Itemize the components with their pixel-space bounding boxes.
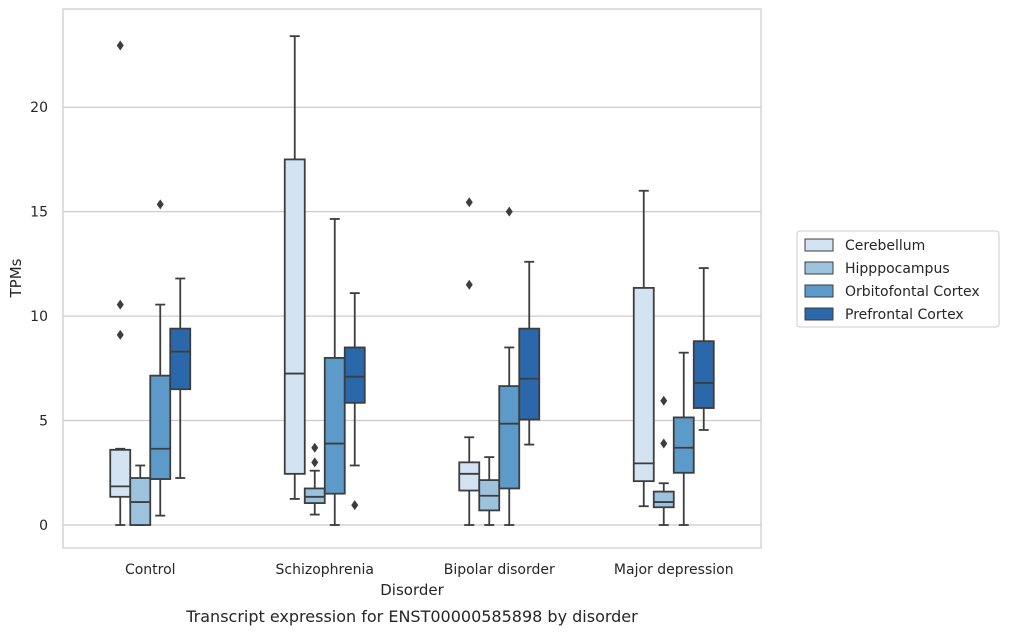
box-3-1	[343, 292, 366, 511]
legend-swatch	[804, 238, 834, 252]
legend-label: Hipppocampus	[845, 261, 950, 277]
box-body	[303, 487, 326, 504]
y-tick-label: 0	[39, 518, 48, 534]
outlier-point	[351, 500, 359, 511]
x-tick-label: Bipolar disorder	[444, 562, 555, 578]
outlier-point	[465, 279, 473, 290]
legend: Cerebellum Hipppocampus Orbitofontal Corte…	[796, 230, 1000, 328]
legend-label: Prefrontal Cortex	[845, 307, 964, 323]
y-axis-ticks: 0 5 10 15 20	[30, 100, 48, 534]
box-body	[109, 448, 132, 498]
box-body	[672, 416, 695, 474]
x-tick-label: Schizophrenia	[276, 562, 374, 578]
outlier-point	[465, 197, 473, 208]
x-axis-ticks: Control Schizophrenia Bipolar disorder Majo…	[125, 562, 734, 578]
box-3-2	[518, 260, 541, 446]
x-tick-label: Major depression	[614, 562, 734, 578]
box-1-0	[129, 464, 152, 526]
outlier-point	[156, 199, 164, 210]
box-3-0	[169, 277, 192, 479]
box-3-3	[692, 267, 715, 431]
box-2-3	[672, 351, 695, 526]
outlier-point	[660, 438, 668, 449]
box-0-2	[458, 197, 481, 526]
plot-area-frame	[62, 8, 762, 549]
box-0-1	[283, 35, 306, 500]
box-0-3	[632, 189, 655, 508]
y-axis-label: TPMs	[7, 258, 25, 298]
x-tick-label: Control	[125, 562, 176, 578]
outlier-point	[116, 299, 124, 310]
outlier-point	[116, 40, 124, 51]
box-body	[498, 385, 521, 490]
box-body	[343, 346, 366, 404]
box-1-2	[478, 456, 501, 526]
box-1-3	[652, 395, 675, 526]
y-tick-label: 20	[30, 100, 48, 116]
chart-caption: Transcript expression for ENST0000058589…	[185, 607, 638, 626]
y-tick-label: 10	[30, 309, 48, 325]
box-body	[652, 490, 675, 509]
box-2-2	[498, 206, 521, 526]
legend-swatch	[804, 261, 834, 275]
legend-frame	[796, 230, 1000, 328]
box-body	[632, 287, 655, 483]
outlier-point	[311, 442, 319, 453]
box-body	[169, 327, 192, 391]
outlier-point	[505, 206, 513, 217]
box-body	[692, 340, 715, 409]
box-body	[458, 461, 481, 492]
box-2-1	[323, 218, 346, 526]
box-1-1	[303, 442, 326, 516]
box-body	[149, 374, 172, 480]
box-2-0	[149, 199, 172, 517]
box-body	[323, 356, 346, 495]
y-tick-label: 15	[30, 205, 48, 221]
box-body	[518, 327, 541, 421]
box-elements	[109, 35, 715, 526]
legend-swatch	[804, 284, 834, 298]
box-body	[283, 158, 306, 475]
outlier-point	[660, 395, 668, 406]
x-axis-label: Disorder	[380, 581, 444, 599]
legend-label: Orbitofontal Cortex	[845, 284, 980, 300]
legend-swatch	[804, 307, 834, 321]
outlier-point	[116, 329, 124, 340]
box-0-0	[109, 40, 132, 526]
legend-label: Cerebellum	[845, 238, 925, 254]
outlier-point	[311, 457, 319, 468]
y-tick-label: 5	[39, 414, 48, 430]
